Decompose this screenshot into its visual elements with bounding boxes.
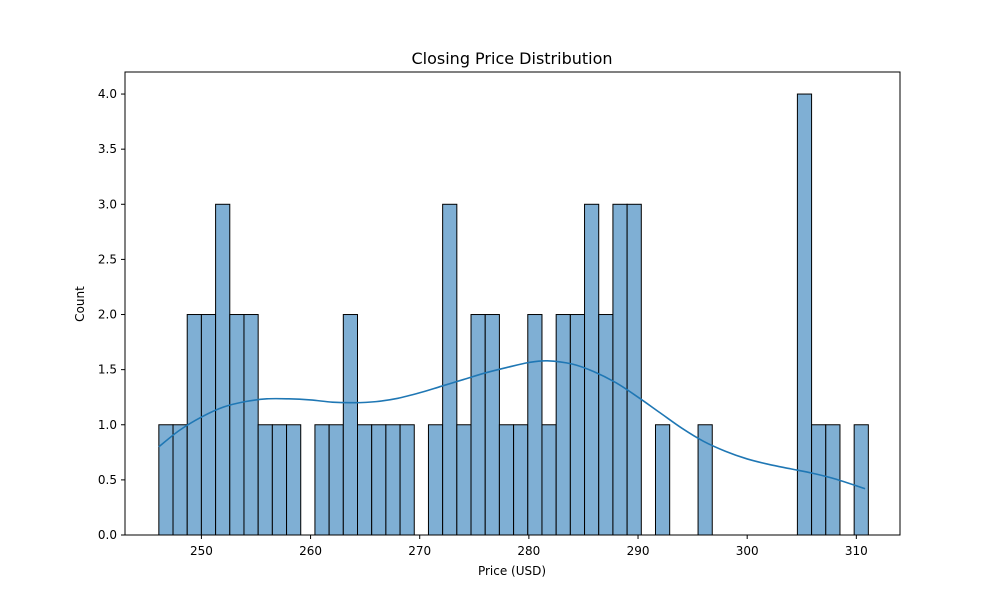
- histogram-bar: [853, 424, 869, 536]
- histogram-bars: [158, 93, 869, 536]
- y-tick-label: 2.0: [98, 308, 117, 322]
- histogram-bar: [172, 424, 188, 536]
- histogram-bar: [796, 93, 813, 536]
- histogram-bar: [229, 314, 245, 536]
- x-tick-label: 260: [299, 544, 322, 558]
- histogram-bar: [200, 314, 217, 536]
- x-axis-ticks: 250 260 270 280 290 300 310: [190, 535, 868, 558]
- histogram-bar: [513, 424, 529, 536]
- histogram-bar: [257, 424, 273, 536]
- y-tick-label: 4.0: [98, 87, 117, 101]
- y-tick-label: 3.5: [98, 142, 117, 156]
- histogram-bar: [342, 314, 358, 536]
- x-tick-label: 280: [517, 544, 540, 558]
- histogram-bar: [569, 314, 586, 536]
- histogram-bar: [286, 424, 302, 536]
- histogram-bar: [612, 203, 628, 536]
- histogram-bar: [385, 424, 401, 536]
- histogram-bar: [498, 424, 515, 536]
- plot-frame: [124, 71, 901, 536]
- histogram-bar: [442, 203, 458, 536]
- y-tick-label: 3.0: [98, 197, 117, 211]
- histogram-bar: [555, 314, 571, 536]
- y-tick-label: 2.5: [98, 252, 117, 266]
- x-tick-label: 300: [736, 544, 759, 558]
- histogram-bar: [541, 424, 557, 536]
- y-axis-ticks: 0.0 0.5 1.0 1.5 2.0 2.5 3.0 3.5 4.0: [98, 87, 125, 542]
- histogram-bar: [527, 314, 543, 536]
- chart-title: Closing Price Distribution: [411, 49, 612, 68]
- histogram-bar: [654, 424, 671, 536]
- x-tick-label: 250: [190, 544, 213, 558]
- x-axis-label: Price (USD): [478, 564, 546, 578]
- y-tick-label: 0.5: [98, 473, 117, 487]
- histogram-bar: [328, 424, 344, 536]
- x-tick-label: 270: [408, 544, 431, 558]
- y-tick-label: 1.0: [98, 418, 117, 432]
- histogram-bar: [357, 424, 373, 536]
- y-tick-label: 0.0: [98, 528, 117, 542]
- histogram-bar: [456, 424, 472, 536]
- y-tick-label: 1.5: [98, 363, 117, 377]
- histogram-bar: [371, 424, 387, 536]
- histogram-bar: [215, 203, 231, 536]
- histogram-bar: [243, 314, 259, 536]
- histogram-bar: [598, 314, 614, 536]
- histogram-bar: [271, 424, 288, 536]
- histogram-bar: [314, 424, 330, 536]
- y-axis-label: Count: [73, 286, 87, 322]
- histogram-bar: [626, 203, 642, 536]
- x-tick-label: 290: [627, 544, 650, 558]
- x-tick-label: 310: [845, 544, 868, 558]
- histogram-bar: [427, 424, 444, 536]
- histogram-bar: [811, 424, 827, 536]
- histogram-bar: [484, 314, 500, 536]
- histogram-bar: [584, 203, 600, 536]
- histogram-bar: [470, 314, 486, 536]
- kde-curve: [158, 359, 866, 490]
- histogram-bar: [399, 424, 415, 536]
